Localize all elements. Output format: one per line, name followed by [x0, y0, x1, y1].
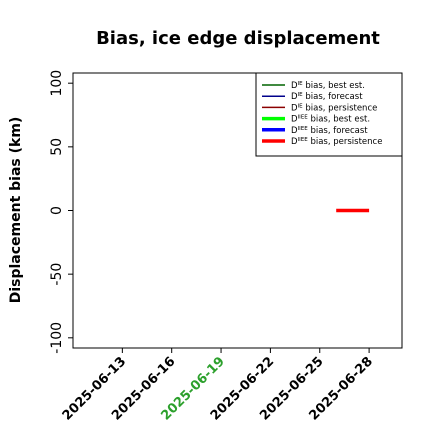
- y-axis-label: Displacement bias (km): [8, 117, 24, 304]
- x-axis: 2025-06-132025-06-162025-06-192025-06-22…: [60, 348, 376, 424]
- legend-entry: DIIEE bias, persistence: [291, 137, 382, 147]
- chart-title: Bias, ice edge displacement: [96, 28, 380, 49]
- legend-entry: DIE bias, persistence: [291, 103, 377, 113]
- legend-entry: DIIEE bias, forecast: [291, 126, 368, 136]
- legend-entry: DIIEE bias, best est.: [291, 115, 370, 125]
- y-tick-label: 100: [49, 70, 65, 97]
- legend-entry: DIE bias, forecast: [291, 92, 363, 102]
- legend: DIE bias, best est.DIE bias, forecastDIE…: [255, 72, 403, 157]
- legend-entry: DIE bias, best est.: [291, 81, 365, 91]
- y-axis: -100 -50 0 50 100: [49, 70, 73, 354]
- y-tick-label: 0: [49, 206, 65, 215]
- y-tick-label: -50: [49, 263, 65, 286]
- y-tick-label: -100: [49, 322, 65, 354]
- y-tick-label: 50: [49, 138, 65, 156]
